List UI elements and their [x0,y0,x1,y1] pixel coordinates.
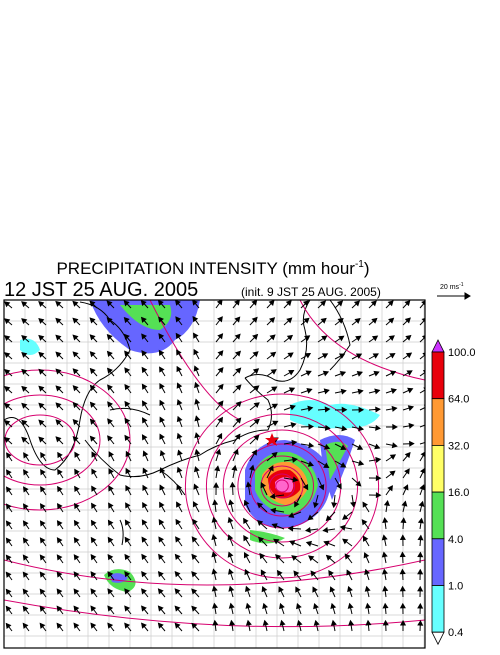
colorbar-over [432,340,444,352]
init-time: (init. 9 JST 25 AUG. 2005) [241,285,381,299]
colorbar-label: 4.0 [448,534,463,546]
colorbar-under [432,632,444,644]
wind-arrow-head [425,421,430,427]
colorbar-label: 32.0 [448,440,469,452]
colorbar-segment [432,445,444,492]
colorbar-segment [432,586,444,633]
reference-vector [437,293,470,299]
colorbar-segment [432,399,444,446]
colorbar: 100.0 64.0 32.0 16.0 4.0 1.0 0.4 [432,340,476,644]
colorbar-label: 16.0 [448,487,469,499]
title-text: PRECIPITATION INTENSITY (mm hour [56,259,355,278]
wind-arrow-head [426,439,431,444]
colorbar-label: 0.4 [448,627,463,639]
colorbar-label: 1.0 [448,581,463,593]
title: PRECIPITATION INTENSITY (mm hour-1) [56,259,369,278]
valid-time: 12 JST 25 AUG. 2005 [4,279,198,301]
title-close: ) [364,259,370,278]
reference-vector-label: 20 ms-1 [440,282,464,291]
reference-vector-text: 20 ms [440,284,460,291]
colorbar-segment [432,492,444,539]
colorbar-label: 64.0 [448,394,469,406]
colorbar-label: 100.0 [448,347,476,359]
map [0,299,431,648]
colorbar-segment [432,539,444,586]
reference-vector-superscript: -1 [459,282,464,288]
colorbar-segment [432,352,444,399]
